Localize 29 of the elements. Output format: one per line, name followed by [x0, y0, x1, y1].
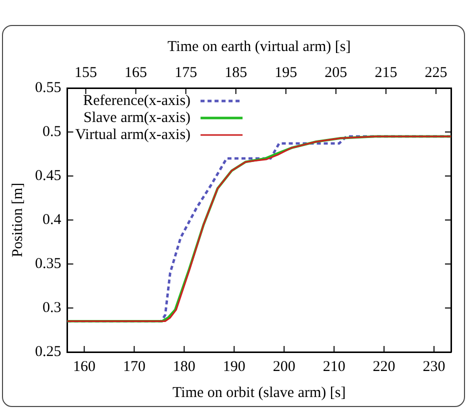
x2-tick-label: 185 — [224, 64, 248, 81]
x-tick-label: 220 — [372, 358, 396, 375]
x-tick-label: 200 — [272, 358, 296, 375]
legend-label: Slave arm(x-axis) — [84, 110, 191, 126]
x2-tick-label: 175 — [174, 64, 198, 81]
x-tick-label: 170 — [122, 358, 146, 375]
x2-tick-label: 155 — [74, 64, 98, 81]
x-tick-label: 210 — [322, 358, 346, 375]
y-tick-label: 0.25 — [35, 344, 62, 360]
x-tick-label: 190 — [222, 358, 246, 375]
y-tick-label: 0.4 — [42, 212, 62, 228]
x2-axis-title: Time on earth (virtual arm) [s] — [168, 38, 351, 55]
x2-tick-label: 195 — [274, 64, 298, 81]
y-tick-label: 0.3 — [42, 300, 62, 316]
y-tick-label: 0.45 — [35, 168, 62, 184]
y-tick-label: 0.5 — [42, 124, 62, 140]
x2-tick-label: 165 — [124, 64, 148, 81]
x-tick-label: 160 — [72, 358, 96, 375]
x2-tick-label: 225 — [424, 64, 448, 81]
y-tick-label: 0.35 — [35, 256, 62, 272]
y-axis-title: Position [m] — [10, 182, 26, 258]
x-axis-title: Time on orbit (slave arm) [s] — [172, 384, 346, 401]
x2-tick-label: 205 — [324, 64, 348, 81]
legend-label: Reference(x-axis) — [83, 92, 191, 109]
x-tick-label: 230 — [422, 358, 446, 375]
x-tick-label: 180 — [172, 358, 196, 375]
y-tick-label: 0.55 — [35, 80, 62, 96]
legend-label: Virtual arm(x-axis) — [75, 126, 191, 143]
x2-tick-label: 215 — [374, 64, 398, 81]
